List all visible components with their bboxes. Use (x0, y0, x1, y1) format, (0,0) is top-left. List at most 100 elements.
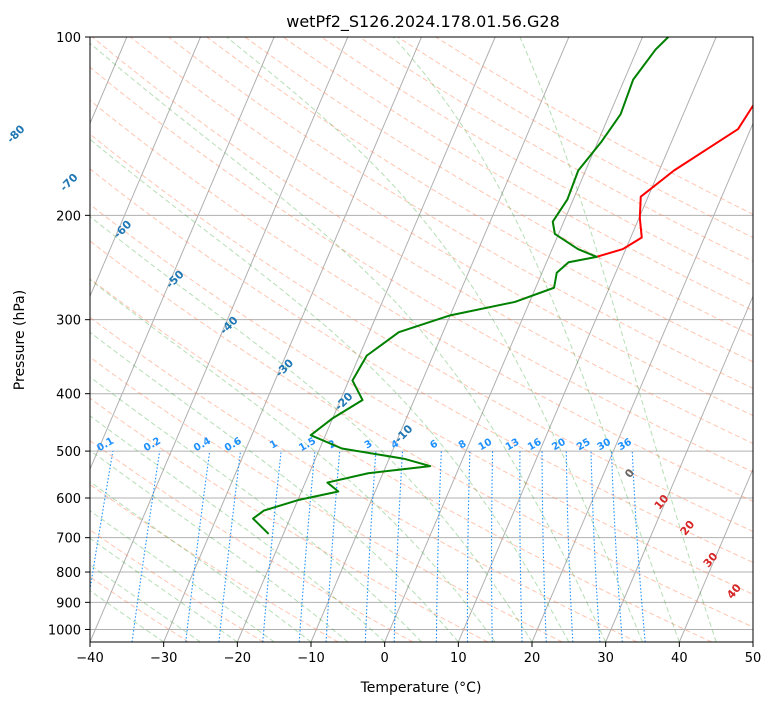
dry-adiabat-line (90, 99, 753, 502)
moist-adiabat-line (90, 537, 238, 642)
moist-adiabat-line (90, 481, 312, 642)
dry-adiabat-line (90, 316, 638, 642)
moist-adiabat-line (392, 37, 680, 642)
background-lines (90, 37, 753, 642)
dry-adiabat-label: -70 (57, 171, 80, 194)
x-tick-label: 50 (745, 651, 762, 666)
x-tick-label: −10 (297, 651, 324, 666)
moist-adiabat-line (519, 37, 717, 642)
isotherm-line (605, 295, 753, 642)
y-tick-label: 100 (56, 31, 81, 46)
mixing-ratio-line (610, 451, 623, 642)
dry-adiabat-label: -80 (4, 122, 27, 145)
moist-adiabat-line (90, 449, 349, 642)
isotherm-line (310, 37, 570, 642)
mixing-ratio-line (519, 451, 523, 642)
x-axis-ticks: −40 −30 −20 −10 0 10 20 30 40 50 (76, 642, 761, 666)
dry-adiabat-line (90, 278, 712, 642)
moist-adiabat-line (90, 590, 164, 642)
mixing-ratio-line (565, 451, 574, 642)
y-tick-label: 700 (56, 532, 81, 547)
mixing-ratio-label: 1 (268, 438, 280, 451)
dry-adiabat-line (90, 240, 753, 628)
x-tick-label: 20 (524, 651, 541, 666)
isotherm-line (236, 37, 496, 642)
mixing-ratio-line (490, 451, 494, 642)
y-tick-label: 300 (56, 314, 81, 329)
x-tick-label: −40 (76, 651, 103, 666)
isotherm-line (90, 37, 275, 471)
dry-adiabat-line (90, 529, 264, 642)
moist-adiabat-label: 20 (678, 518, 698, 538)
mixing-ratio-line (435, 451, 442, 642)
moist-adiabat-line (226, 37, 643, 642)
moist-adiabat-line (90, 376, 422, 642)
x-tick-label: −20 (224, 651, 251, 666)
y-axis-label: Pressure (hPa) (12, 290, 28, 390)
dry-adiabat-line (90, 356, 563, 642)
mixing-ratio-line (393, 451, 404, 642)
dry-adiabat-line (282, 37, 753, 312)
mixing-ratio-label: 8 (457, 438, 469, 451)
moist-adiabat-line (90, 215, 533, 642)
mixing-ratio-line (364, 451, 377, 642)
dry-adiabat-line (91, 37, 753, 445)
moist-adiabat-line (90, 331, 459, 642)
dry-adiabat-line (90, 66, 753, 473)
moist-adiabat-line (90, 415, 386, 642)
dry-adiabat-line (90, 397, 488, 642)
y-tick-label: 400 (56, 388, 81, 403)
y-tick-label: 1000 (48, 623, 81, 638)
dry-adiabat-line (90, 483, 339, 642)
moist-adiabat-label: 40 (724, 581, 744, 601)
mixing-ratio-line (541, 451, 547, 642)
dry-adiabat-line (90, 133, 753, 533)
mixing-ratio-line (90, 451, 114, 594)
mixing-ratio-line (590, 451, 601, 642)
isotherm-line (90, 37, 349, 642)
x-axis-label: Temperature (°C) (360, 680, 482, 696)
x-tick-label: 0 (381, 651, 389, 666)
isotherm-line (384, 37, 643, 642)
dry-adiabat-line (90, 576, 190, 642)
chart-title: wetPf2_S126.2024.178.01.56.G28 (286, 12, 560, 32)
profile-lines (252, 37, 753, 535)
mixing-ratio-line (631, 451, 646, 642)
x-tick-label: 10 (450, 651, 467, 666)
isotherm-line (678, 467, 753, 642)
moist-adiabat-line (90, 564, 201, 642)
mixing-ratio-line (185, 451, 211, 642)
y-tick-label: 800 (56, 566, 81, 581)
isotherm-line (163, 37, 422, 642)
mixing-ratio-line (218, 451, 242, 642)
dry-adiabat-line (90, 203, 753, 595)
mixing-ratio-label: 3 (363, 438, 375, 451)
isotherm-line (90, 37, 201, 298)
mixing-ratio-line (262, 451, 282, 642)
x-tick-label: 40 (671, 651, 688, 666)
y-axis-ticks: 100 200 300 400 500 600 700 800 900 1000 (48, 31, 90, 638)
mixing-ratio-line (466, 451, 471, 642)
y-tick-label: 500 (56, 445, 81, 460)
dry-adiabat-line (168, 37, 753, 389)
moist-adiabat-line (90, 510, 275, 642)
mixing-ratio-label: 4 (389, 438, 401, 451)
isotherm-line (457, 37, 717, 642)
isotherm-line (531, 122, 753, 642)
dewpoint-profile-line (252, 37, 669, 535)
mixing-ratio-label: 6 (428, 438, 440, 451)
plot-frame (89, 36, 754, 643)
y-tick-label: 600 (56, 492, 81, 507)
moist-adiabat-line (90, 278, 496, 642)
dry-adiabat-line (244, 37, 753, 337)
dry-adiabat-line (90, 440, 414, 642)
isotherm-line (752, 640, 753, 642)
dry-adiabat-line (90, 168, 753, 563)
x-tick-label: 30 (597, 651, 614, 666)
x-tick-label: −30 (150, 651, 177, 666)
mixing-ratio-line (298, 451, 316, 642)
y-tick-label: 200 (56, 209, 81, 224)
y-tick-label: 900 (56, 596, 81, 611)
dry-adiabat-line (206, 37, 753, 363)
mixing-ratio-line (325, 451, 341, 642)
